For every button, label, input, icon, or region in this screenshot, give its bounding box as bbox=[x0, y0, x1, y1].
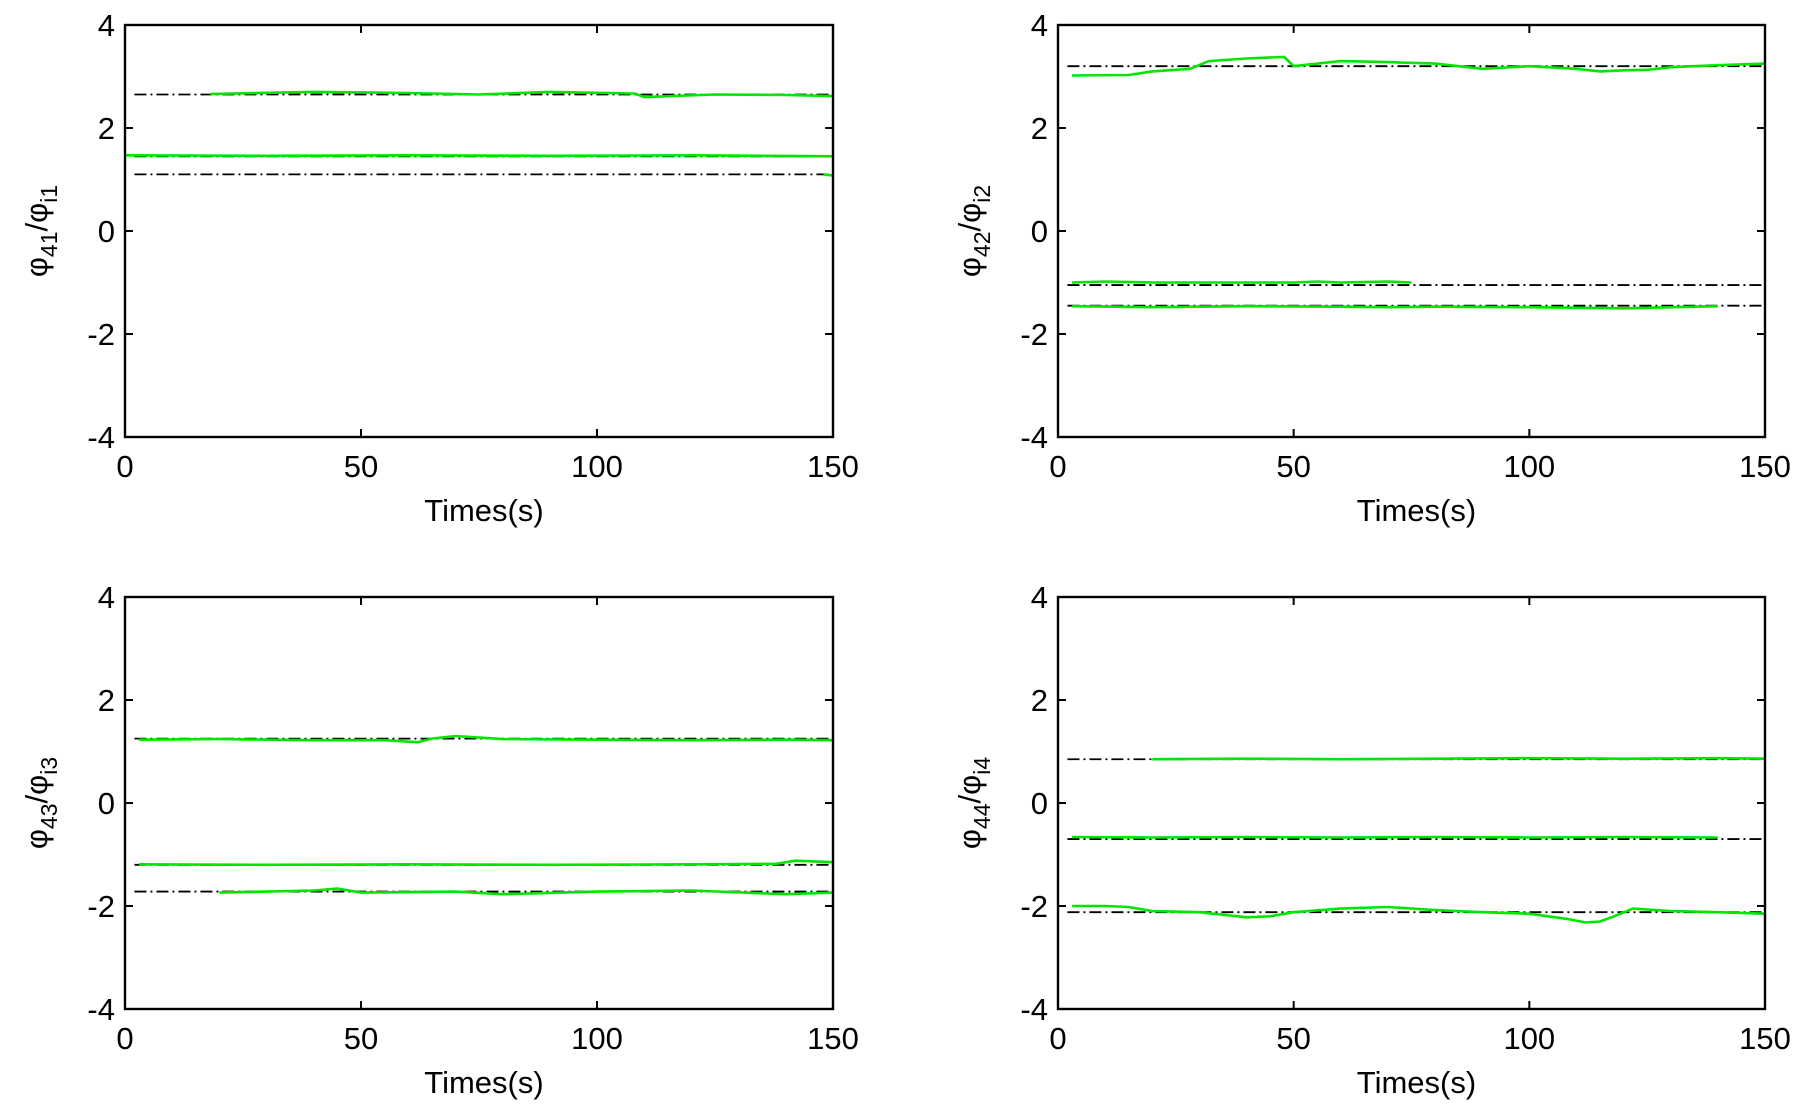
y-tick-label: 4 bbox=[1031, 580, 1048, 615]
estimate-line-1 bbox=[209, 90, 834, 99]
estimate-line-1 bbox=[1072, 55, 1766, 77]
y-tick-label: 0 bbox=[98, 786, 115, 821]
x-tick-label: 150 bbox=[807, 449, 859, 484]
subplot-phi43: 0 50 100 150 -4 -2 0 2 4 Times(s) φ43/φi3 bbox=[19, 580, 859, 1100]
estimate-line-3 bbox=[219, 887, 834, 896]
y-tick-label: 2 bbox=[1031, 683, 1048, 718]
x-tick-label: 0 bbox=[116, 1021, 133, 1056]
x-tick-label: 0 bbox=[116, 449, 133, 484]
x-tick-label: 50 bbox=[344, 449, 378, 484]
x-axis-label: Times(s) bbox=[424, 493, 543, 528]
axes-frame bbox=[1056, 23, 1767, 439]
axes-frame bbox=[123, 23, 835, 439]
x-tick-label: 100 bbox=[1503, 1021, 1555, 1056]
subplot-phi44: 0 50 100 150 -4 -2 0 2 4 Times(s) φ44/φi4 bbox=[952, 580, 1791, 1100]
y-tick-label: 2 bbox=[1031, 111, 1048, 146]
estimate-line-3 bbox=[823, 173, 834, 177]
estimate-line-2 bbox=[1072, 280, 1412, 284]
y-tick-label: -2 bbox=[1020, 889, 1048, 924]
x-tick-label: 0 bbox=[1049, 449, 1066, 484]
y-tick-label: -4 bbox=[87, 420, 115, 455]
y-tick-label: -2 bbox=[1020, 317, 1048, 352]
estimate-line-2 bbox=[139, 859, 834, 867]
y-axis-label: φ41/φi1 bbox=[19, 185, 62, 277]
x-tick-label: 50 bbox=[344, 1021, 378, 1056]
estimate-line-1 bbox=[139, 734, 834, 744]
x-tick-label: 150 bbox=[807, 1021, 859, 1056]
y-tick-label: 2 bbox=[98, 683, 115, 718]
estimate-line-2 bbox=[1072, 835, 1718, 839]
estimate-line-2 bbox=[124, 153, 834, 158]
x-axis-label: Times(s) bbox=[1357, 493, 1476, 528]
x-axis-label: Times(s) bbox=[1357, 1065, 1476, 1100]
y-tick-label: 2 bbox=[98, 111, 115, 146]
x-tick-label: 100 bbox=[1503, 449, 1555, 484]
x-tick-label: 100 bbox=[571, 449, 623, 484]
y-tick-label: 4 bbox=[98, 8, 115, 43]
x-tick-label: 150 bbox=[1739, 1021, 1791, 1056]
y-axis-label: φ44/φi4 bbox=[952, 757, 995, 850]
x-tick-label: 150 bbox=[1739, 449, 1791, 484]
x-tick-label: 100 bbox=[571, 1021, 623, 1056]
x-tick-label: 50 bbox=[1276, 449, 1310, 484]
axes-frame bbox=[123, 595, 835, 1011]
y-tick-label: 0 bbox=[98, 214, 115, 249]
y-tick-label: 0 bbox=[1031, 214, 1048, 249]
y-tick-label: -4 bbox=[87, 992, 115, 1027]
y-tick-label: 4 bbox=[98, 580, 115, 615]
y-axis-label: φ43/φi3 bbox=[19, 757, 62, 849]
y-tick-label: -2 bbox=[87, 317, 115, 352]
estimate-line-1 bbox=[1152, 756, 1766, 761]
subplot-phi42: 0 50 100 150 -4 -2 0 2 4 Times(s) φ42/φi2 bbox=[952, 8, 1791, 528]
y-axis-label: φ42/φi2 bbox=[952, 185, 995, 277]
y-tick-label: -4 bbox=[1020, 992, 1048, 1027]
subplot-phi41: 0 50 100 150 -4 -2 0 2 4 Times(s) φ41/φi1 bbox=[19, 8, 859, 528]
y-tick-label: 0 bbox=[1031, 786, 1048, 821]
x-tick-label: 0 bbox=[1049, 1021, 1066, 1056]
x-axis-label: Times(s) bbox=[424, 1065, 543, 1100]
y-tick-label: -4 bbox=[1020, 420, 1048, 455]
axes-frame bbox=[1056, 595, 1767, 1011]
x-tick-label: 50 bbox=[1276, 1021, 1310, 1056]
y-tick-label: -2 bbox=[87, 889, 115, 924]
estimate-line-3 bbox=[1072, 904, 1766, 924]
estimate-line-3 bbox=[1072, 304, 1718, 310]
y-tick-label: 4 bbox=[1031, 8, 1048, 43]
